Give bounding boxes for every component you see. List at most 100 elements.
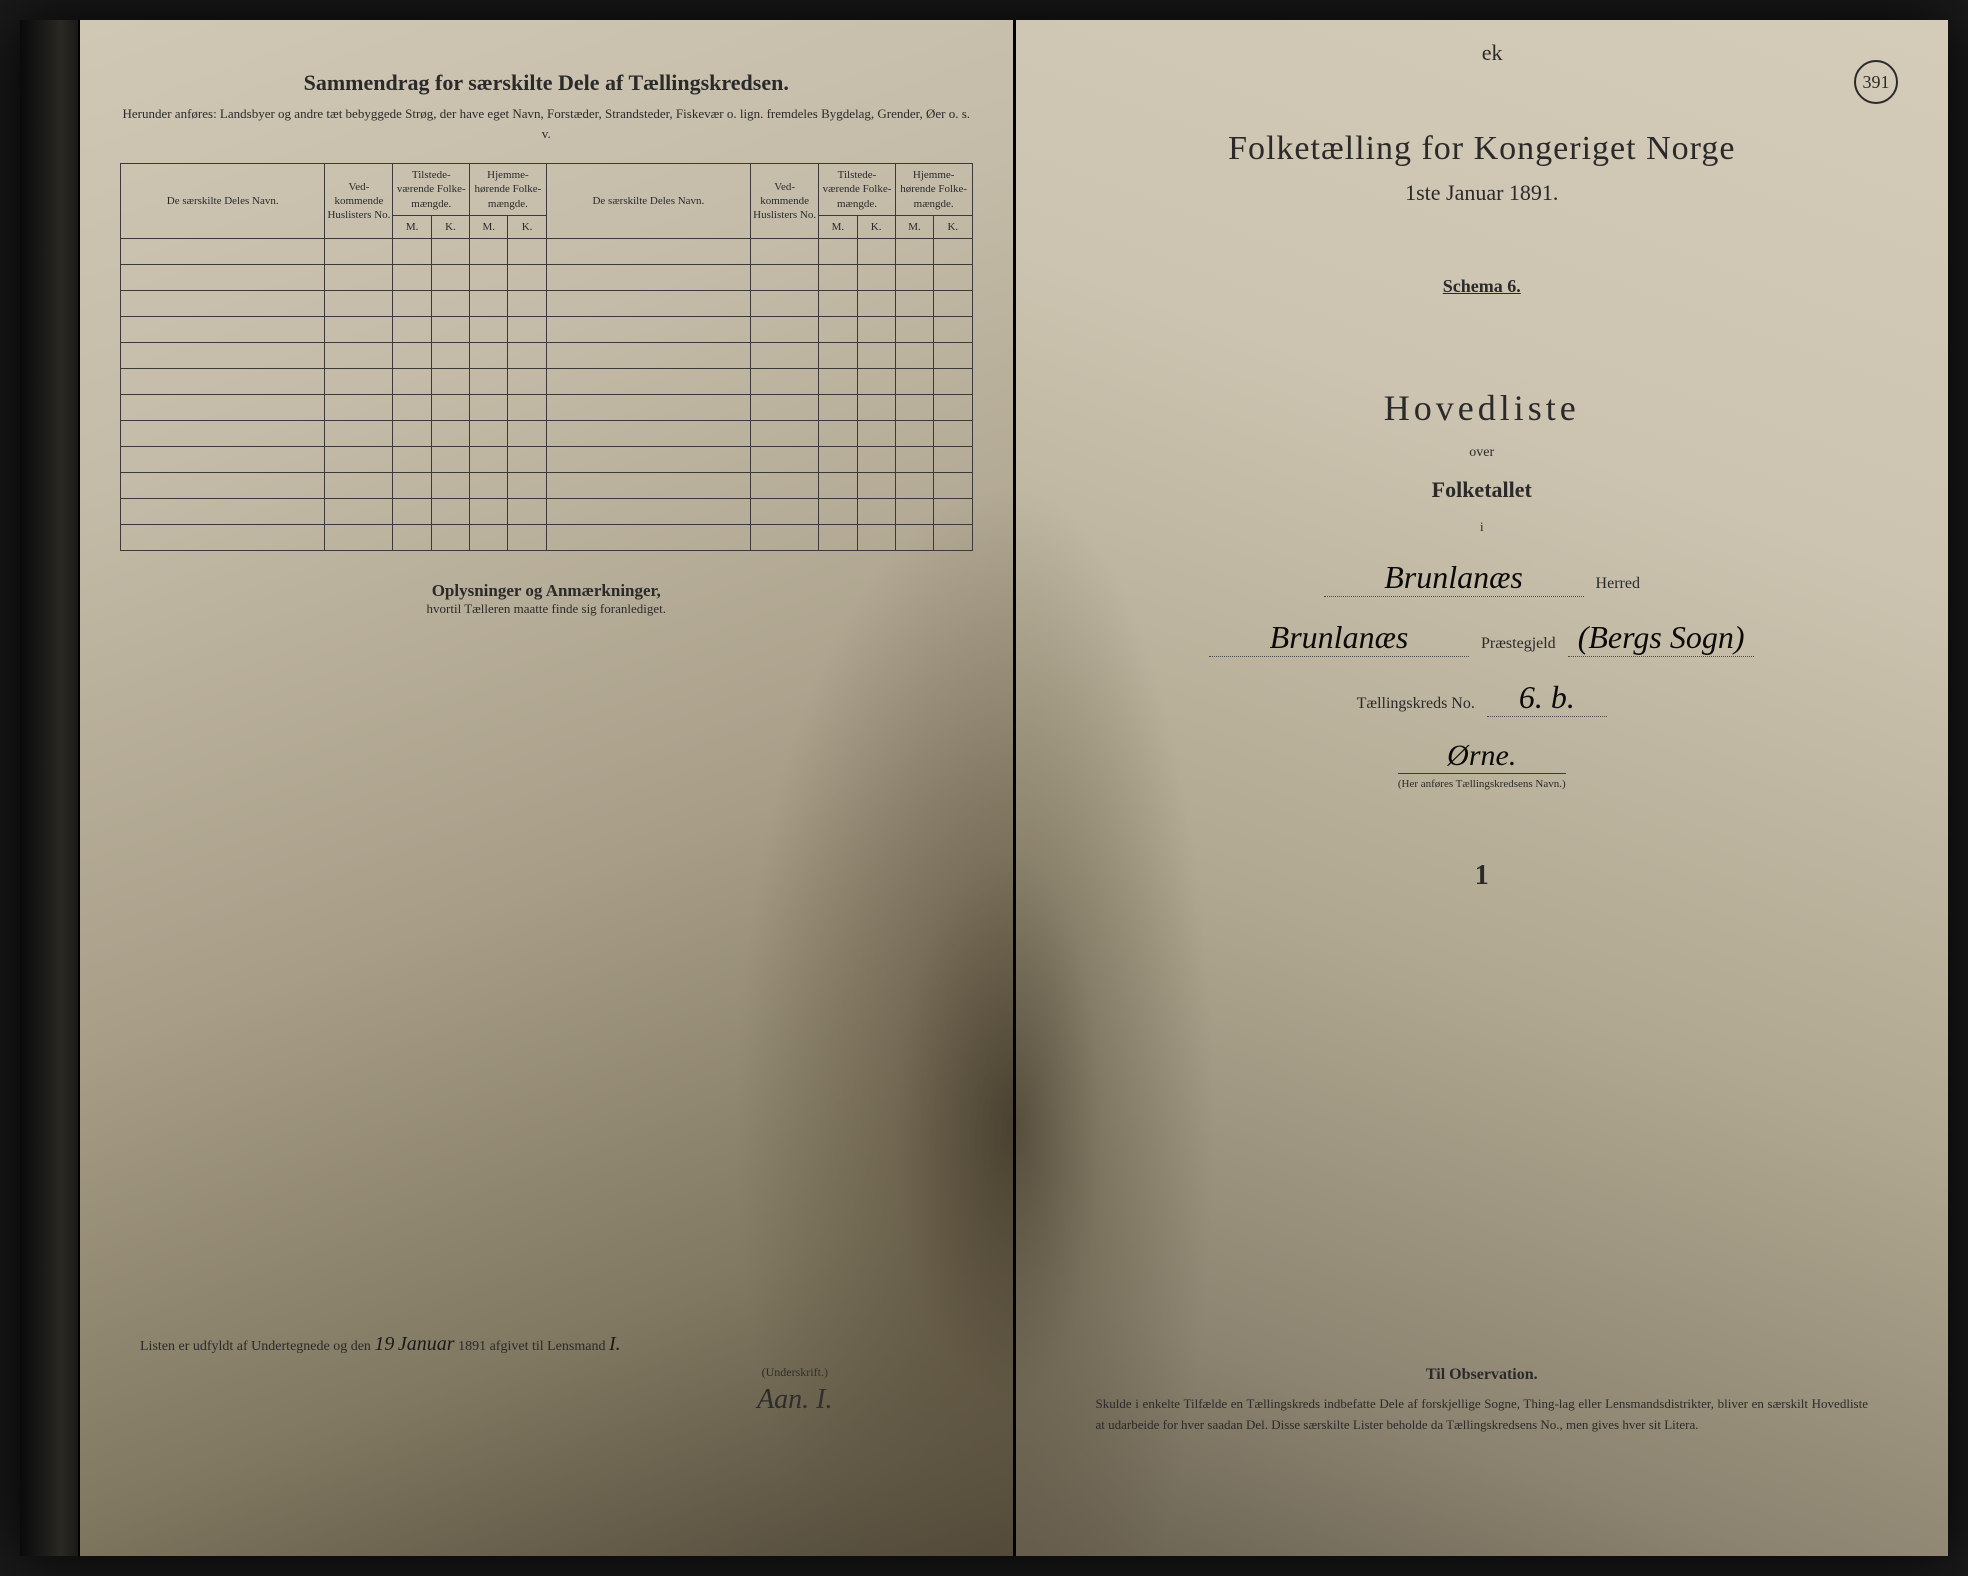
table-cell	[508, 447, 546, 473]
col-hjemme-2: Hjemme-hørende Folke-mængde.	[895, 164, 972, 216]
col-m: M.	[895, 215, 933, 238]
table-cell	[393, 291, 431, 317]
signature-block: (Underskrift.) Aan. I.	[757, 1365, 832, 1416]
table-row	[121, 499, 973, 525]
table-cell	[857, 343, 895, 369]
table-row	[121, 395, 973, 421]
census-title: Folketælling for Kongeriget Norge	[1056, 130, 1909, 168]
table-cell	[934, 369, 972, 395]
praestegjeld-line: Brunlanæs Præstegjeld (Bergs Sogn)	[1056, 619, 1909, 657]
table-cell	[431, 317, 469, 343]
table-cell	[934, 421, 972, 447]
col-tilstede-1: Tilstede-værende Folke-mængde.	[393, 164, 470, 216]
table-cell	[393, 395, 431, 421]
table-cell	[934, 265, 972, 291]
table-cell	[470, 291, 508, 317]
table-cell	[121, 291, 325, 317]
right-content: Folketælling for Kongeriget Norge 1ste J…	[1056, 70, 1909, 892]
table-row	[121, 473, 973, 499]
observation-title: Til Observation.	[1096, 1366, 1869, 1384]
table-cell	[508, 239, 546, 265]
table-cell	[819, 239, 857, 265]
table-cell	[393, 317, 431, 343]
col-k: K.	[857, 215, 895, 238]
table-cell	[393, 447, 431, 473]
table-cell	[895, 239, 933, 265]
col-name-2: De særskilte Deles Navn.	[546, 164, 750, 239]
table-cell	[508, 343, 546, 369]
table-cell	[819, 395, 857, 421]
table-cell	[895, 499, 933, 525]
herred-value: Brunlanæs	[1324, 559, 1584, 597]
table-cell	[325, 525, 393, 551]
table-cell	[751, 499, 819, 525]
table-cell	[819, 265, 857, 291]
col-m: M.	[819, 215, 857, 238]
table-cell	[431, 239, 469, 265]
table-cell	[819, 343, 857, 369]
table-cell	[857, 239, 895, 265]
underskrift-label: (Underskrift.)	[762, 1365, 828, 1379]
table-cell	[934, 291, 972, 317]
table-cell	[393, 421, 431, 447]
col-tilstede-2: Tilstede-værende Folke-mængde.	[819, 164, 896, 216]
top-mark: ek	[1482, 40, 1503, 66]
table-cell	[546, 239, 750, 265]
table-cell	[751, 395, 819, 421]
table-cell	[431, 291, 469, 317]
table-cell	[751, 343, 819, 369]
listen-line: Listen er udfyldt af Undertegnede og den…	[140, 1333, 953, 1356]
table-cell	[857, 499, 895, 525]
listen-month: Januar	[398, 1333, 455, 1355]
table-cell	[508, 473, 546, 499]
book-spine	[20, 20, 80, 1556]
table-cell	[431, 265, 469, 291]
table-cell	[121, 525, 325, 551]
table-cell	[393, 343, 431, 369]
praestegjeld-extra: (Bergs Sogn)	[1568, 619, 1755, 657]
table-cell	[325, 291, 393, 317]
table-cell	[121, 447, 325, 473]
table-cell	[546, 447, 750, 473]
right-page: ek 391 Folketælling for Kongeriget Norge…	[1016, 20, 1949, 1556]
listen-day: 19	[374, 1333, 394, 1355]
table-cell	[895, 473, 933, 499]
table-cell	[819, 525, 857, 551]
over: over	[1056, 445, 1909, 461]
table-cell	[325, 343, 393, 369]
table-row	[121, 447, 973, 473]
table-cell	[470, 499, 508, 525]
table-cell	[121, 421, 325, 447]
kreds-note: (Her anføres Tællingskredsens Navn.)	[1398, 773, 1566, 790]
table-row	[121, 291, 973, 317]
page-number: 391	[1854, 60, 1898, 104]
table-cell	[325, 395, 393, 421]
oplysninger-heading: Oplysninger og Anmærkninger,	[120, 581, 973, 601]
table-cell	[857, 369, 895, 395]
table-cell	[470, 265, 508, 291]
table-cell	[895, 291, 933, 317]
lensmand-name: I.	[609, 1333, 621, 1355]
table-cell	[546, 421, 750, 447]
table-cell	[895, 369, 933, 395]
table-cell	[121, 395, 325, 421]
table-cell	[121, 369, 325, 395]
table-cell	[857, 291, 895, 317]
table-cell	[934, 525, 972, 551]
praestegjeld-label: Præstegjeld	[1481, 635, 1556, 653]
i-text: i	[1056, 519, 1909, 535]
table-cell	[857, 395, 895, 421]
table-cell	[819, 447, 857, 473]
table-cell	[431, 421, 469, 447]
table-cell	[857, 473, 895, 499]
table-cell	[431, 369, 469, 395]
table-cell	[393, 239, 431, 265]
table-cell	[508, 421, 546, 447]
summary-table: De særskilte Deles Navn. Ved-kommende Hu…	[120, 163, 973, 551]
table-cell	[325, 473, 393, 499]
table-row	[121, 421, 973, 447]
kreds-name: Ørne.	[1056, 739, 1909, 773]
table-cell	[934, 499, 972, 525]
table-cell	[121, 499, 325, 525]
table-cell	[508, 317, 546, 343]
